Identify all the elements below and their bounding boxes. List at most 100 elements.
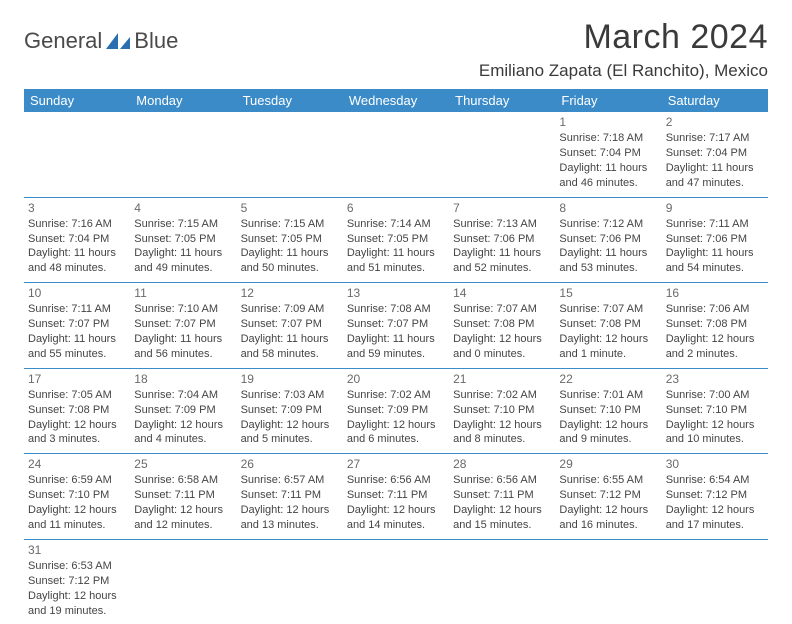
day-number: 28: [453, 456, 551, 472]
day-cell: [343, 112, 449, 197]
week-row: 24Sunrise: 6:59 AMSunset: 7:10 PMDayligh…: [24, 454, 768, 540]
sunrise-text: Sunrise: 7:10 AM: [134, 302, 232, 317]
sunrise-text: Sunrise: 7:18 AM: [559, 131, 657, 146]
daylight-text: Daylight: 11 hours: [241, 246, 339, 261]
sunrise-text: Sunrise: 6:56 AM: [453, 473, 551, 488]
day-number: 6: [347, 200, 445, 216]
daylight-text: Daylight: 11 hours: [347, 332, 445, 347]
day-number: 27: [347, 456, 445, 472]
daylight-text: and 17 minutes.: [666, 518, 764, 533]
daylight-text: Daylight: 11 hours: [453, 246, 551, 261]
sunset-text: Sunset: 7:11 PM: [453, 488, 551, 503]
sunset-text: Sunset: 7:04 PM: [666, 146, 764, 161]
day-cell: [662, 539, 768, 624]
sunset-text: Sunset: 7:04 PM: [559, 146, 657, 161]
day-cell: [237, 112, 343, 197]
sunset-text: Sunset: 7:10 PM: [453, 403, 551, 418]
day-cell: 3Sunrise: 7:16 AMSunset: 7:04 PMDaylight…: [24, 197, 130, 283]
sunrise-text: Sunrise: 7:15 AM: [241, 217, 339, 232]
daylight-text: and 16 minutes.: [559, 518, 657, 533]
day-cell: 17Sunrise: 7:05 AMSunset: 7:08 PMDayligh…: [24, 368, 130, 454]
daylight-text: Daylight: 12 hours: [134, 418, 232, 433]
day-cell: [24, 112, 130, 197]
daylight-text: Daylight: 11 hours: [241, 332, 339, 347]
day-cell: [555, 539, 661, 624]
day-number: 11: [134, 285, 232, 301]
daylight-text: and 10 minutes.: [666, 432, 764, 447]
day-cell: 22Sunrise: 7:01 AMSunset: 7:10 PMDayligh…: [555, 368, 661, 454]
daylight-text: Daylight: 12 hours: [28, 418, 126, 433]
brand-logo: General Blue: [24, 28, 178, 54]
sunrise-text: Sunrise: 6:58 AM: [134, 473, 232, 488]
sunset-text: Sunset: 7:08 PM: [28, 403, 126, 418]
daylight-text: and 52 minutes.: [453, 261, 551, 276]
sunrise-text: Sunrise: 7:13 AM: [453, 217, 551, 232]
daylight-text: Daylight: 11 hours: [28, 246, 126, 261]
day-cell: 12Sunrise: 7:09 AMSunset: 7:07 PMDayligh…: [237, 283, 343, 369]
day-number: 31: [28, 542, 126, 558]
day-number: 30: [666, 456, 764, 472]
day-number: 10: [28, 285, 126, 301]
day-cell: 10Sunrise: 7:11 AMSunset: 7:07 PMDayligh…: [24, 283, 130, 369]
calendar-table: Sunday Monday Tuesday Wednesday Thursday…: [24, 89, 768, 624]
daylight-text: Daylight: 11 hours: [666, 161, 764, 176]
sunrise-text: Sunrise: 7:09 AM: [241, 302, 339, 317]
day-number: 26: [241, 456, 339, 472]
daylight-text: and 5 minutes.: [241, 432, 339, 447]
sunrise-text: Sunrise: 7:04 AM: [134, 388, 232, 403]
daylight-text: Daylight: 12 hours: [241, 503, 339, 518]
week-row: 17Sunrise: 7:05 AMSunset: 7:08 PMDayligh…: [24, 368, 768, 454]
sunset-text: Sunset: 7:05 PM: [134, 232, 232, 247]
sunset-text: Sunset: 7:06 PM: [453, 232, 551, 247]
sunrise-text: Sunrise: 6:55 AM: [559, 473, 657, 488]
sunset-text: Sunset: 7:07 PM: [28, 317, 126, 332]
sunrise-text: Sunrise: 7:15 AM: [134, 217, 232, 232]
day-cell: 27Sunrise: 6:56 AMSunset: 7:11 PMDayligh…: [343, 454, 449, 540]
sunset-text: Sunset: 7:08 PM: [666, 317, 764, 332]
col-friday: Friday: [555, 89, 661, 112]
sunrise-text: Sunrise: 7:16 AM: [28, 217, 126, 232]
col-thursday: Thursday: [449, 89, 555, 112]
daylight-text: and 56 minutes.: [134, 347, 232, 362]
sunrise-text: Sunrise: 7:02 AM: [453, 388, 551, 403]
col-tuesday: Tuesday: [237, 89, 343, 112]
daylight-text: Daylight: 12 hours: [559, 503, 657, 518]
day-cell: 18Sunrise: 7:04 AMSunset: 7:09 PMDayligh…: [130, 368, 236, 454]
daylight-text: Daylight: 11 hours: [134, 332, 232, 347]
day-cell: 23Sunrise: 7:00 AMSunset: 7:10 PMDayligh…: [662, 368, 768, 454]
week-row: 1Sunrise: 7:18 AMSunset: 7:04 PMDaylight…: [24, 112, 768, 197]
col-saturday: Saturday: [662, 89, 768, 112]
day-cell: 21Sunrise: 7:02 AMSunset: 7:10 PMDayligh…: [449, 368, 555, 454]
sunset-text: Sunset: 7:05 PM: [241, 232, 339, 247]
sunset-text: Sunset: 7:12 PM: [559, 488, 657, 503]
day-number: 4: [134, 200, 232, 216]
day-number: 12: [241, 285, 339, 301]
sunset-text: Sunset: 7:07 PM: [241, 317, 339, 332]
sunset-text: Sunset: 7:12 PM: [666, 488, 764, 503]
location: Emiliano Zapata (El Ranchito), Mexico: [479, 61, 768, 81]
month-title: March 2024: [479, 18, 768, 57]
day-number: 19: [241, 371, 339, 387]
sunset-text: Sunset: 7:11 PM: [241, 488, 339, 503]
daylight-text: and 53 minutes.: [559, 261, 657, 276]
day-cell: 7Sunrise: 7:13 AMSunset: 7:06 PMDaylight…: [449, 197, 555, 283]
sunrise-text: Sunrise: 7:01 AM: [559, 388, 657, 403]
daylight-text: Daylight: 12 hours: [453, 332, 551, 347]
sunrise-text: Sunrise: 7:12 AM: [559, 217, 657, 232]
sunset-text: Sunset: 7:11 PM: [347, 488, 445, 503]
daylight-text: and 4 minutes.: [134, 432, 232, 447]
sunrise-text: Sunrise: 7:05 AM: [28, 388, 126, 403]
daylight-text: Daylight: 12 hours: [347, 418, 445, 433]
day-cell: 26Sunrise: 6:57 AMSunset: 7:11 PMDayligh…: [237, 454, 343, 540]
day-number: 18: [134, 371, 232, 387]
sunset-text: Sunset: 7:10 PM: [28, 488, 126, 503]
daylight-text: Daylight: 12 hours: [559, 418, 657, 433]
daylight-text: and 50 minutes.: [241, 261, 339, 276]
day-cell: 6Sunrise: 7:14 AMSunset: 7:05 PMDaylight…: [343, 197, 449, 283]
sunrise-text: Sunrise: 7:02 AM: [347, 388, 445, 403]
day-cell: 29Sunrise: 6:55 AMSunset: 7:12 PMDayligh…: [555, 454, 661, 540]
sunset-text: Sunset: 7:11 PM: [134, 488, 232, 503]
daylight-text: and 11 minutes.: [28, 518, 126, 533]
day-number: 24: [28, 456, 126, 472]
day-number: 23: [666, 371, 764, 387]
